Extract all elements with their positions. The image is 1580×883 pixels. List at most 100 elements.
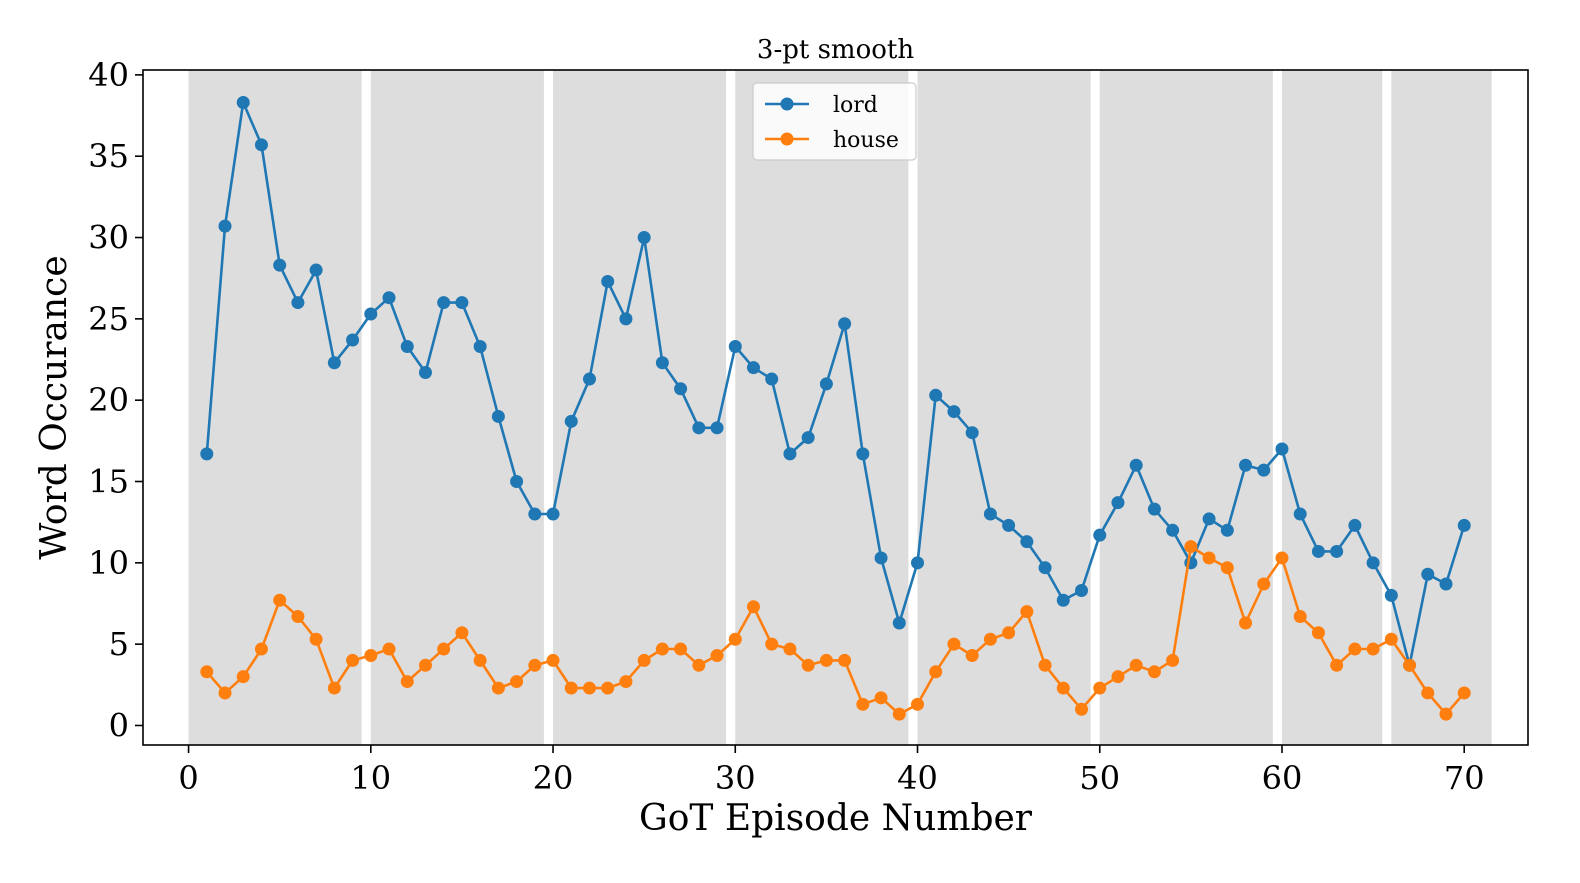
- y-tick-label: 20: [88, 381, 129, 419]
- data-point-house: [765, 637, 779, 651]
- data-point-lord: [619, 312, 633, 326]
- data-point-house: [473, 653, 487, 667]
- x-axis-label: GoT Episode Number: [639, 798, 1033, 839]
- data-point-lord: [911, 556, 925, 570]
- data-point-house: [364, 649, 378, 663]
- data-point-lord: [1293, 507, 1307, 521]
- data-point-house: [1002, 626, 1016, 640]
- y-tick-label: 35: [88, 137, 129, 175]
- data-point-house: [819, 653, 833, 667]
- data-point-house: [1129, 658, 1143, 672]
- season-band-4: [735, 70, 909, 745]
- data-point-lord: [692, 421, 706, 435]
- x-tick-label: 60: [1262, 759, 1303, 797]
- data-point-house: [346, 653, 360, 667]
- data-point-house: [564, 681, 578, 695]
- data-point-house: [1202, 551, 1216, 565]
- data-point-lord: [473, 340, 487, 354]
- data-point-lord: [838, 317, 852, 331]
- data-point-house: [582, 681, 596, 695]
- data-point-house: [236, 670, 250, 684]
- data-point-lord: [1147, 502, 1161, 516]
- data-point-lord: [291, 296, 305, 310]
- data-point-lord: [400, 340, 414, 354]
- data-point-lord: [637, 231, 651, 245]
- data-point-lord: [327, 356, 341, 370]
- data-point-house: [838, 653, 852, 667]
- data-point-lord: [528, 507, 542, 521]
- legend-box: [752, 82, 917, 161]
- data-point-house: [1348, 642, 1362, 656]
- data-point-lord: [1239, 458, 1253, 472]
- data-point-house: [1257, 577, 1271, 591]
- data-point-lord: [1439, 577, 1453, 591]
- data-point-lord: [455, 296, 469, 310]
- data-point-house: [382, 642, 396, 656]
- y-tick-label: 10: [88, 544, 129, 582]
- legend-marker-lord: [780, 97, 794, 111]
- data-point-lord: [1384, 588, 1398, 602]
- chart-title: 3-pt smooth: [757, 35, 914, 65]
- data-point-house: [1147, 665, 1161, 679]
- y-axis-label: Word Occurance: [34, 255, 75, 559]
- data-point-lord: [674, 382, 688, 396]
- data-point-house: [1093, 681, 1107, 695]
- data-point-lord: [1257, 463, 1271, 477]
- data-point-lord: [564, 414, 578, 428]
- data-point-house: [309, 632, 323, 646]
- data-point-house: [327, 681, 341, 695]
- data-point-house: [983, 632, 997, 646]
- data-point-lord: [200, 447, 214, 461]
- data-point-house: [273, 593, 287, 607]
- data-point-house: [911, 697, 925, 711]
- data-point-lord: [892, 616, 906, 630]
- legend-label-house: house: [833, 128, 899, 153]
- x-tick-label: 30: [715, 759, 756, 797]
- data-point-house: [1403, 658, 1417, 672]
- x-tick-label: 0: [178, 759, 198, 797]
- x-tick-label: 20: [533, 759, 574, 797]
- data-point-lord: [783, 447, 797, 461]
- x-tick-label: 70: [1444, 759, 1485, 797]
- data-point-lord: [983, 507, 997, 521]
- legend-label-lord: lord: [833, 93, 878, 118]
- data-point-lord: [929, 388, 943, 402]
- y-tick-label: 30: [88, 219, 129, 257]
- data-point-lord: [655, 356, 669, 370]
- data-point-lord: [765, 372, 779, 386]
- y-tick-label: 15: [88, 463, 129, 501]
- legend-marker-house: [780, 132, 794, 146]
- data-point-lord: [947, 405, 961, 419]
- data-point-house: [1421, 686, 1435, 700]
- data-point-house: [1366, 642, 1380, 656]
- data-point-house: [655, 642, 669, 656]
- data-point-lord: [491, 409, 505, 423]
- season-band-2: [370, 70, 544, 745]
- data-point-house: [947, 637, 961, 651]
- data-point-house: [455, 626, 469, 640]
- legend: lord house: [752, 82, 917, 161]
- data-point-lord: [1166, 523, 1180, 537]
- data-point-lord: [1275, 442, 1289, 456]
- data-point-house: [619, 675, 633, 689]
- x-tick-label: 10: [350, 759, 391, 797]
- data-point-lord: [382, 291, 396, 305]
- data-point-lord: [1421, 567, 1435, 581]
- data-point-lord: [1002, 518, 1016, 532]
- season-band-6: [1099, 70, 1273, 745]
- y-tick-label: 0: [109, 706, 129, 744]
- data-point-lord: [1056, 593, 1070, 607]
- data-point-lord: [218, 219, 232, 233]
- data-point-lord: [874, 551, 888, 565]
- data-point-house: [1330, 658, 1344, 672]
- data-point-lord: [1366, 556, 1380, 570]
- x-tick-label: 50: [1079, 759, 1120, 797]
- data-point-house: [601, 681, 615, 695]
- data-point-lord: [254, 138, 268, 152]
- data-point-house: [254, 642, 268, 656]
- data-point-house: [437, 642, 451, 656]
- data-point-lord: [1129, 458, 1143, 472]
- data-point-house: [546, 653, 560, 667]
- season-band-8: [1391, 70, 1492, 745]
